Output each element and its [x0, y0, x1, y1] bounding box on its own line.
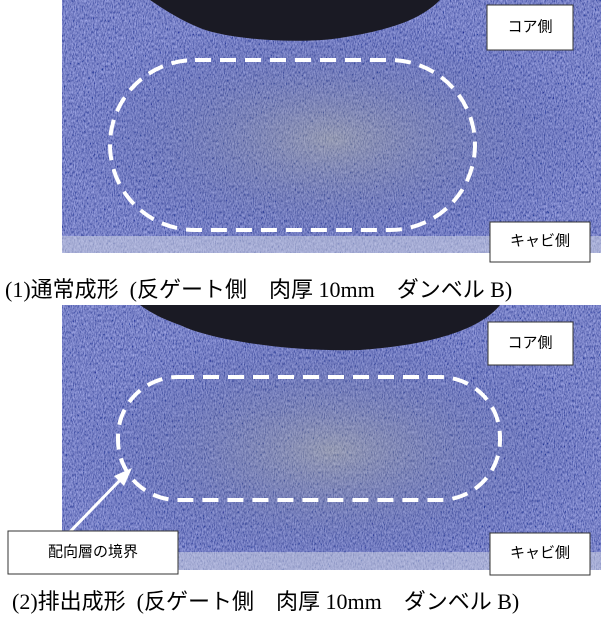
cavity-label: キャビ側 [510, 232, 570, 249]
figure: コア側 キャビ側 (1)通常成形 (反ゲート側 肉厚 10mm ダンベル B) … [0, 0, 601, 619]
core-label: コア側 [507, 334, 552, 351]
caption: (2)排出成形 (反ゲート側 肉厚 10mm ダンベル B) [12, 589, 519, 614]
page: コア側 キャビ側 (1)通常成形 (反ゲート側 肉厚 10mm ダンベル B) … [0, 0, 601, 619]
core-label: コア側 [507, 18, 552, 35]
caption: (1)通常成形 (反ゲート側 肉厚 10mm ダンベル B) [5, 277, 512, 302]
cavity-label: キャビ側 [510, 544, 570, 561]
annotation: 配向層の境界 [48, 542, 138, 560]
